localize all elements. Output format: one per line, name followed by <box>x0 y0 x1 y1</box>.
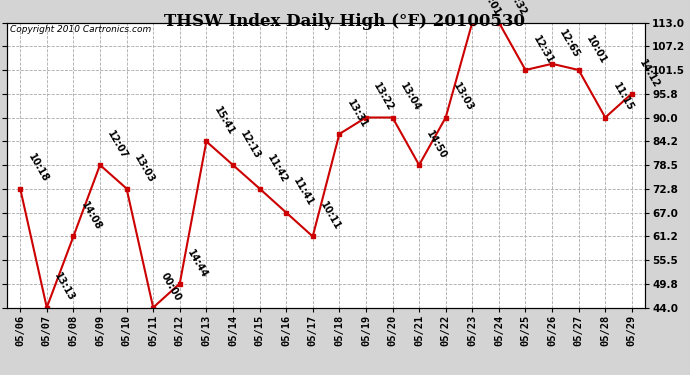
Text: 14:50: 14:50 <box>424 129 448 161</box>
Text: 13:03: 13:03 <box>132 153 157 184</box>
Text: 14:08: 14:08 <box>79 200 103 232</box>
Text: 12:07: 12:07 <box>106 129 130 161</box>
Text: THSW Index Daily High (°F) 20100530: THSW Index Daily High (°F) 20100530 <box>164 13 526 30</box>
Text: 11:42: 11:42 <box>265 153 289 184</box>
Text: 13:22: 13:22 <box>371 81 395 113</box>
Text: 10:01: 10:01 <box>584 34 609 66</box>
Text: 14:44: 14:44 <box>186 248 210 279</box>
Text: 10:11: 10:11 <box>318 201 342 232</box>
Text: 13:31: 13:31 <box>345 98 369 130</box>
Text: 12:13: 12:13 <box>239 129 263 161</box>
Text: 11:41: 11:41 <box>292 177 316 209</box>
Text: 12:65: 12:65 <box>558 28 582 60</box>
Text: 13:13: 13:13 <box>52 272 77 303</box>
Text: 11:15: 11:15 <box>611 81 635 113</box>
Text: 13:04: 13:04 <box>398 81 422 113</box>
Text: Copyright 2010 Cartronics.com: Copyright 2010 Cartronics.com <box>10 26 151 34</box>
Text: 12:31: 12:31 <box>531 34 555 66</box>
Text: 13:03: 13:03 <box>451 81 475 113</box>
Text: 15:01: 15:01 <box>478 0 502 18</box>
Text: 10:32: 10:32 <box>504 0 529 18</box>
Text: 10:18: 10:18 <box>26 152 50 184</box>
Text: 14:12: 14:12 <box>638 57 662 89</box>
Text: 00:00: 00:00 <box>159 272 183 303</box>
Text: 15:41: 15:41 <box>212 105 236 137</box>
